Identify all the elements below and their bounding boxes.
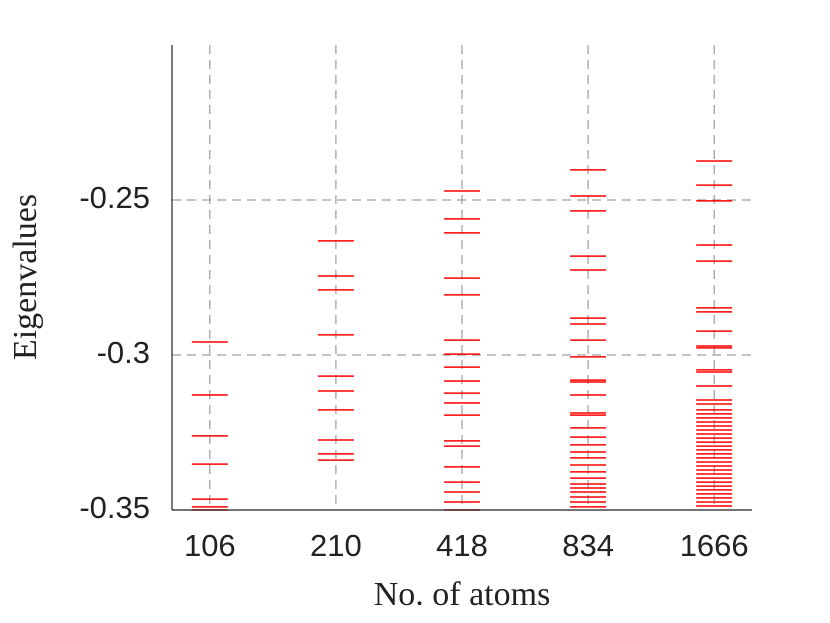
y-tick-label: -0.3 [97,335,150,370]
x-tick-label: 834 [562,528,614,563]
x-tick-label: 1666 [680,528,749,563]
y-tick-label: -0.35 [79,490,150,525]
x-tick-label: 210 [310,528,362,563]
x-tick-label: 106 [184,528,236,563]
x-tick-label: 418 [436,528,488,563]
y-tick-label: -0.25 [79,180,150,215]
x-axis-label: No. of atoms [374,576,551,613]
y-axis-label: Eigenvalues [7,194,44,360]
